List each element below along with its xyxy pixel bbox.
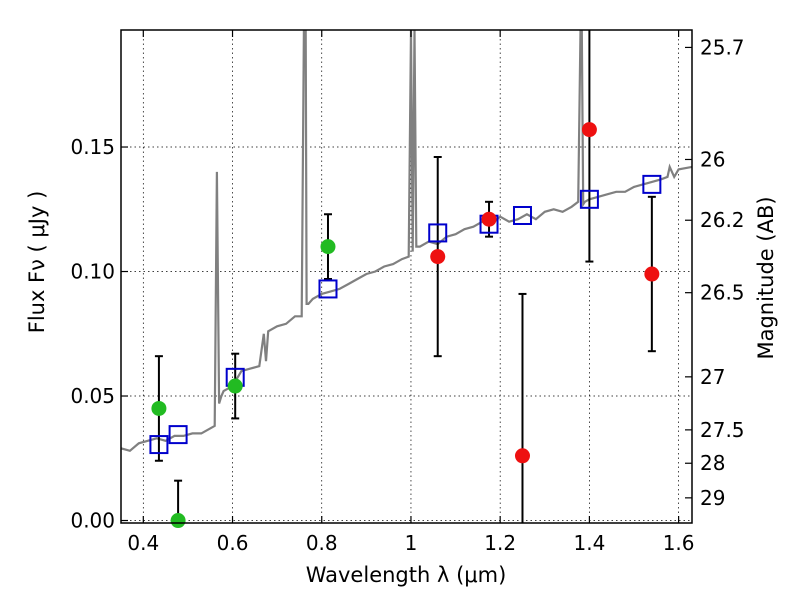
- magnitude-tick-label: 25.7: [700, 35, 745, 59]
- plot-frame: [120, 29, 693, 524]
- magnitude-tick-label: 26.2: [700, 208, 745, 232]
- model-photometry-marker: [149, 435, 169, 455]
- y-tick-label: 0.00: [70, 509, 115, 533]
- x-tick-label: 0.4: [127, 531, 159, 555]
- y-tick-label: 0.10: [70, 260, 115, 284]
- non-detection-marker: [430, 249, 446, 265]
- y-axis-label: Flux Fν ( μJy ): [25, 191, 49, 334]
- model-photometry-marker: [318, 279, 338, 299]
- non-detection-marker: [644, 266, 660, 282]
- magnitude-tick-label: 28: [700, 451, 725, 475]
- model-photometry-marker: [428, 223, 448, 243]
- y-tick-label: 0.15: [70, 135, 115, 159]
- x-tick-label: 1: [405, 531, 418, 555]
- magnitude-tick-label: 26.5: [700, 281, 745, 305]
- magnitude-tick-label: 27: [700, 365, 725, 389]
- x-tick-label: 1.4: [573, 531, 605, 555]
- right-axis-label: Magnitude (AB): [754, 196, 778, 359]
- non-detection-marker: [581, 122, 597, 138]
- magnitude-tick-label: 29: [700, 486, 725, 510]
- detection-marker: [170, 513, 186, 529]
- tick-labels: 0.4 0.6 0.8 1 1.2 1.4 1.6 0.00 0.05 0.10 0.15 25.7 2…: [70, 35, 744, 555]
- x-tick-label: 1.2: [484, 531, 516, 555]
- non-detection-marker: [481, 211, 497, 227]
- magnitude-tick-label: 27.5: [700, 418, 745, 442]
- grid: [121, 30, 692, 523]
- error-bars: [154, 30, 656, 523]
- detection-marker: [151, 400, 167, 416]
- y-tick-label: 0.05: [70, 384, 115, 408]
- model-photometry-marker: [642, 174, 662, 194]
- magnitude-tick-label: 26: [700, 147, 725, 171]
- model-photometry-marker: [168, 425, 188, 445]
- ticks: [121, 30, 692, 523]
- non-detection-marker: [514, 448, 530, 464]
- detection-marker: [320, 239, 336, 255]
- x-axis-label: Wavelength λ (μm): [306, 563, 507, 587]
- model-photometry-marker: [579, 189, 599, 209]
- x-tick-label: 1.6: [663, 531, 695, 555]
- spectrum-layer: [121, 30, 692, 453]
- detection-marker: [227, 378, 243, 394]
- data-points: [149, 122, 662, 529]
- model-photometry-marker: [512, 205, 532, 225]
- x-tick-label: 0.6: [217, 531, 249, 555]
- x-tick-label: 0.8: [306, 531, 338, 555]
- model-spectrum-line: [121, 30, 692, 453]
